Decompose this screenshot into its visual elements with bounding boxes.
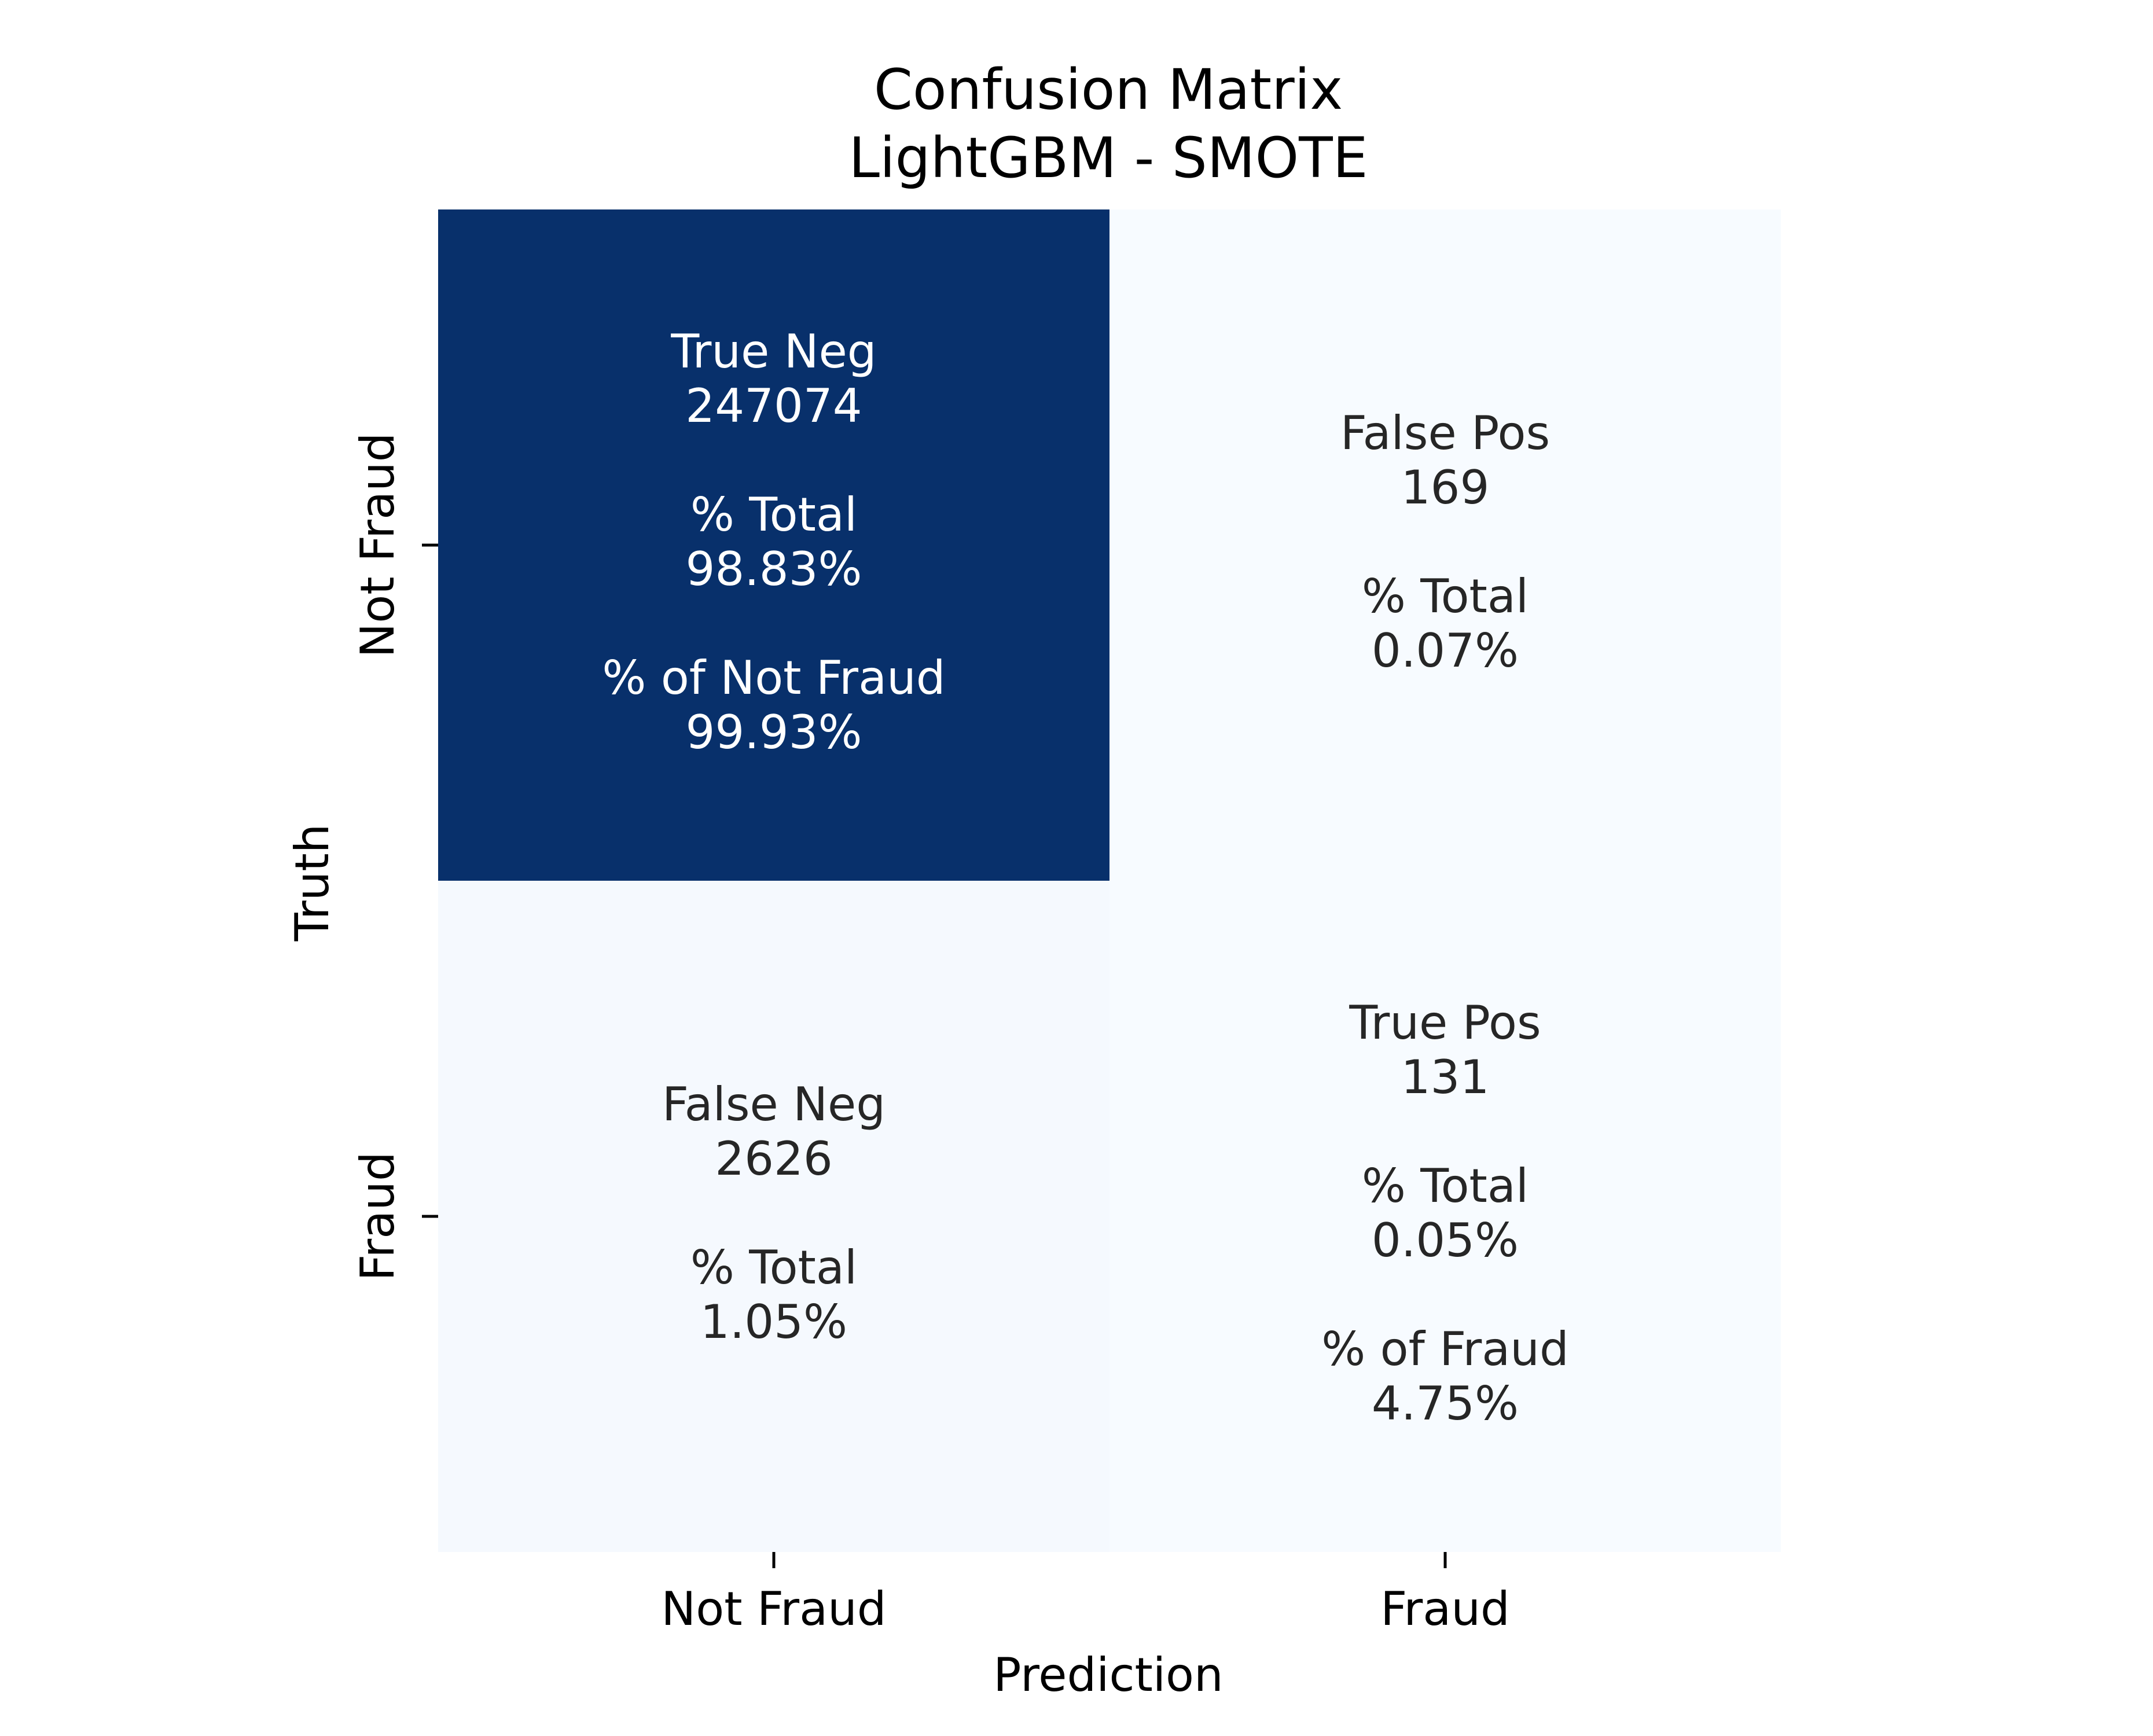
heatmap-cells <box>438 209 1781 1552</box>
cell-true-pos-text: True Pos <box>1349 996 1541 1050</box>
x-tick-label: Fraud <box>1380 1582 1510 1636</box>
cell-true-neg-text: 247074 <box>685 379 862 433</box>
cell-false-neg-text: 1.05% <box>700 1295 847 1349</box>
cell-true-neg-text: % Total <box>690 488 857 542</box>
cell-false-neg-text: 2626 <box>715 1132 833 1186</box>
cell-false-pos-text: False Pos <box>1340 406 1550 460</box>
cell-false-pos-text: % Total <box>1362 569 1529 623</box>
cell-false-neg <box>438 881 1109 1552</box>
cell-true-neg-text: 98.83% <box>685 542 862 596</box>
cell-false-neg-text: % Total <box>690 1241 857 1294</box>
cell-true-neg-text: True Neg <box>670 325 876 378</box>
cell-true-pos <box>1109 881 1781 1552</box>
axis-ticks: Not Fraud Fraud Not Fraud Fraud <box>351 432 1510 1636</box>
chart-title: Confusion Matrix <box>874 57 1343 122</box>
cell-true-neg <box>438 209 1109 881</box>
cell-true-pos-text: % Total <box>1362 1159 1529 1213</box>
x-axis-label: Prediction <box>993 1648 1223 1702</box>
y-axis-label: Truth <box>285 824 339 942</box>
y-tick-label: Not Fraud <box>351 432 405 657</box>
cell-false-neg-text: False Neg <box>662 1077 886 1131</box>
cell-false-pos <box>1109 209 1781 881</box>
cell-true-pos-text: % of Fraud <box>1321 1322 1569 1376</box>
y-tick-label: Fraud <box>351 1152 405 1281</box>
chart-subtitle: LightGBM - SMOTE <box>849 126 1368 190</box>
cell-true-neg-text: % of Not Fraud <box>602 651 945 705</box>
x-tick-label: Not Fraud <box>661 1582 886 1636</box>
cell-true-pos-text: 0.05% <box>1372 1213 1519 1267</box>
cell-false-pos-text: 0.07% <box>1372 624 1519 678</box>
cell-false-pos-text: 169 <box>1401 461 1490 514</box>
cell-true-pos-text: 4.75% <box>1372 1377 1519 1430</box>
cell-true-pos-text: 131 <box>1401 1050 1490 1104</box>
cell-true-neg-text: 99.93% <box>685 705 862 759</box>
